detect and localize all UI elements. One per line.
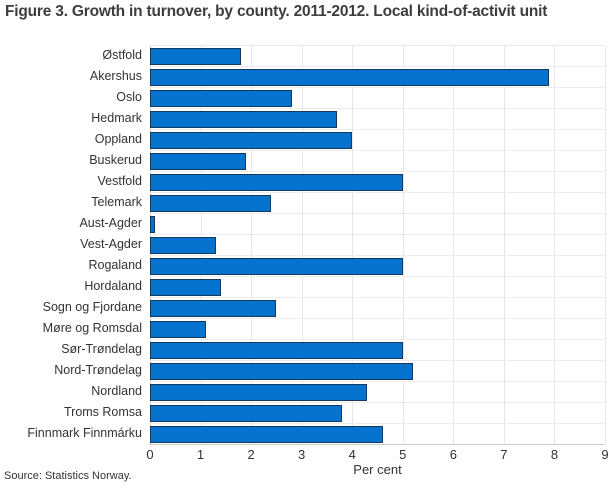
county-label: Aust-Agder	[79, 216, 142, 230]
county-label: Nordland	[91, 384, 142, 398]
chart-row	[150, 340, 605, 361]
county-label: Vest-Agder	[80, 237, 142, 251]
gridline-x-3	[301, 46, 303, 444]
x-tick-label-8: 8	[550, 447, 559, 462]
county-label: Akershus	[89, 69, 142, 83]
bar-akershus	[150, 68, 550, 86]
county-label: Østfold	[102, 48, 142, 62]
bar-sogn-og-fjordane	[150, 299, 277, 317]
x-tick-label-2: 2	[247, 447, 255, 462]
bar--stfold	[150, 47, 241, 65]
x-tick-label-1: 1	[196, 447, 205, 462]
gridline-x-5	[402, 46, 404, 444]
bar-aust-agder	[150, 215, 156, 233]
county-label: Møre og Romsdal	[42, 321, 142, 335]
county-label: Nord-Trøndelag	[54, 363, 142, 377]
chart-row	[150, 88, 605, 109]
bar-finnmark-finnm-rku	[150, 425, 383, 443]
gridline-x-8	[554, 46, 556, 444]
chart-title: Figure 3. Growth in turnover, by county.…	[5, 3, 548, 20]
chart-row	[150, 193, 605, 214]
chart-row	[150, 151, 605, 172]
county-label: Oppland	[94, 132, 142, 146]
chart-row	[150, 361, 605, 382]
y-axis-labels: Østfold Akershus Oslo Hedmark Oppland Buskeru…	[0, 45, 142, 444]
bar-hedmark	[150, 110, 338, 128]
bar-vestfold	[150, 173, 403, 191]
bar-troms-romsa	[150, 404, 343, 422]
x-tick-label-6: 6	[449, 447, 457, 462]
gridline-x-2	[251, 46, 253, 444]
chart-row	[150, 424, 605, 445]
bar-nordland	[150, 383, 368, 401]
chart-row	[150, 403, 605, 424]
x-tick-label-4: 4	[348, 447, 356, 462]
county-label: Sør-Trøndelag	[61, 342, 142, 356]
county-label: Rogaland	[88, 258, 142, 272]
x-axis-title: Per cent	[353, 462, 402, 477]
plot-area	[150, 45, 606, 445]
chart-row	[150, 172, 605, 193]
bar-oppland	[150, 131, 353, 149]
chart-row	[150, 298, 605, 319]
chart-row	[150, 277, 605, 298]
x-tick-label-9: 9	[601, 447, 609, 462]
bar-m-re-og-romsdal	[150, 320, 206, 338]
chart-row	[150, 67, 605, 88]
chart-row	[150, 382, 605, 403]
x-tick-label-3: 3	[298, 447, 306, 462]
chart-row	[150, 214, 605, 235]
county-label: Telemark	[91, 195, 142, 209]
county-label: Finnmark Finnmárku	[27, 426, 142, 440]
chart-row	[150, 130, 605, 151]
county-label: Buskerud	[89, 153, 142, 167]
chart-row	[150, 235, 605, 256]
bar-buskerud	[150, 152, 247, 170]
gridline-x-4	[352, 46, 354, 444]
gridline-x-7	[503, 46, 505, 444]
county-label: Hedmark	[91, 111, 142, 125]
chart-row	[150, 319, 605, 340]
source-note: Source: Statistics Norway.	[4, 470, 132, 482]
bar-oslo	[150, 89, 292, 107]
county-label: Oslo	[116, 90, 142, 104]
bar-telemark	[150, 194, 272, 212]
county-label: Troms Romsa	[63, 405, 142, 419]
county-label: Hordaland	[84, 279, 142, 293]
bar-rows	[150, 46, 605, 445]
gridline-x-9	[605, 46, 606, 444]
bar-s-r-tr-ndelag	[150, 341, 403, 359]
chart-row	[150, 46, 605, 67]
chart-row	[150, 256, 605, 277]
county-label: Sogn og Fjordane	[42, 300, 142, 314]
x-tick-label-7: 7	[500, 447, 508, 462]
bar-rogaland	[150, 257, 403, 275]
gridline-x-6	[453, 46, 455, 444]
bar-hordaland	[150, 278, 221, 296]
x-tick-label-5: 5	[399, 447, 407, 462]
chart-row	[150, 109, 605, 130]
bar-vest-agder	[150, 236, 216, 254]
bar-nord-tr-ndelag	[150, 362, 413, 380]
x-tick-label-0: 0	[146, 447, 154, 462]
x-axis-tick-labels: 0 1 2 3 4 5 6 7 8 9	[146, 447, 609, 462]
county-label: Vestfold	[97, 174, 142, 188]
